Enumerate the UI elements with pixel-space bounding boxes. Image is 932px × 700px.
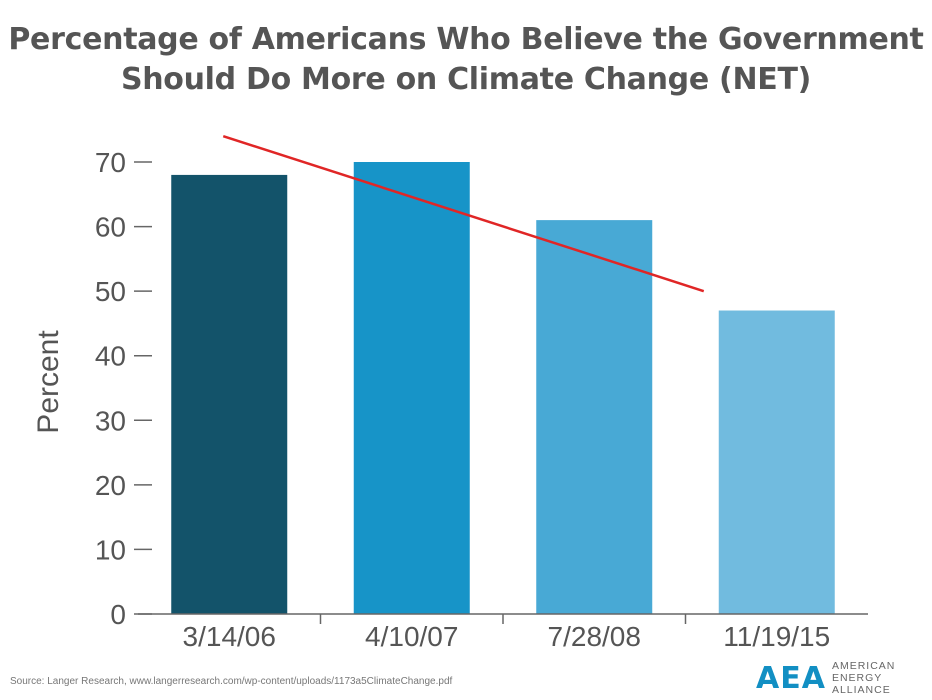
y-tick-label-10: 10: [95, 534, 126, 565]
y-tick-label-40: 40: [95, 341, 126, 372]
source-note: Source: Langer Research, www.langerresea…: [10, 676, 453, 687]
x-tick-label-11-19-15: 11/19/15: [723, 621, 830, 652]
chart-title: Percentage of Americans Who Believe the …: [0, 20, 932, 100]
logo-line-1: AMERICAN: [831, 660, 896, 672]
aea-logo: AEA AMERICAN ENERGY ALLIANCE: [756, 660, 932, 696]
bar-4-10-07: [353, 162, 470, 614]
x-tick-label-7-28-08: 7/28/08: [548, 621, 641, 652]
chart-title-line-2: Should Do More on Climate Change (NET): [120, 62, 812, 97]
logo-wordmark: AMERICAN ENERGY ALLIANCE: [832, 660, 932, 696]
y-tick-label-0: 0: [110, 599, 126, 630]
y-tick-label-30: 30: [95, 405, 126, 436]
x-tick-label-4-10-07: 4/10/07: [365, 621, 458, 652]
chart-title-line-1: Percentage of Americans Who Believe the …: [8, 22, 924, 57]
y-tick-label-60: 60: [95, 212, 126, 243]
bar-7-28-08: [536, 220, 653, 614]
logo-line-2: ENERGY ALLIANCE: [831, 672, 891, 696]
y-tick-label-20: 20: [95, 470, 126, 501]
y-tick-label-70: 70: [95, 147, 126, 178]
x-tick-label-3-14-06: 3/14/06: [183, 621, 276, 652]
trend-line: [222, 134, 705, 293]
y-axis-label: Percent: [32, 330, 65, 434]
logo-mark: AEA: [756, 660, 826, 696]
bar-11-19-15: [718, 310, 835, 614]
y-tick-label-50: 50: [95, 276, 126, 307]
bar-3-14-06: [171, 174, 288, 614]
